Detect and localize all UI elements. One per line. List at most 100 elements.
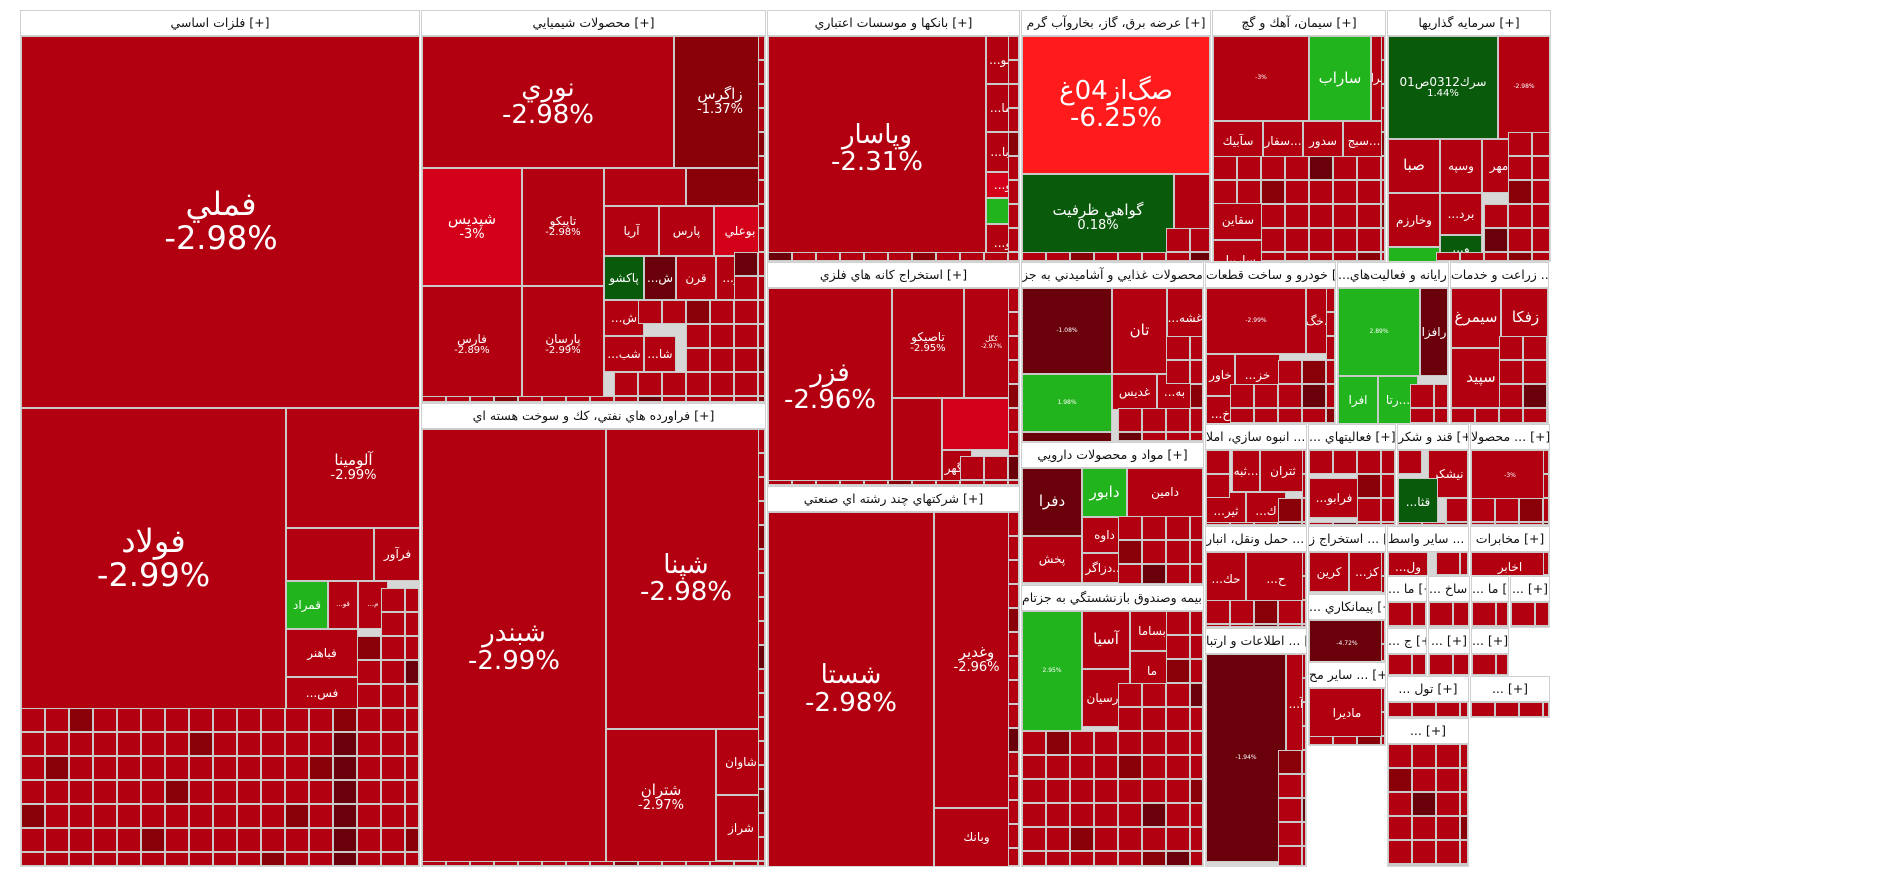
minor-stock-tile[interactable]	[1460, 252, 1484, 261]
minor-stock-tile[interactable]	[1302, 576, 1306, 600]
minor-stock-tile[interactable]	[1523, 408, 1547, 423]
minor-stock-tile[interactable]	[1309, 156, 1333, 180]
minor-stock-tile[interactable]	[1142, 827, 1166, 851]
minor-stock-tile[interactable]	[1495, 522, 1519, 525]
minor-stock-tile[interactable]	[333, 828, 357, 852]
minor-stock-tile[interactable]	[816, 480, 840, 485]
minor-stock-tile[interactable]	[1508, 228, 1532, 252]
minor-stock-tile[interactable]	[285, 852, 309, 866]
minor-stock-tile[interactable]	[165, 828, 189, 852]
stock-tile[interactable]: شپنا -2.98%	[606, 429, 765, 729]
minor-stock-tile[interactable]	[1008, 228, 1019, 252]
stock-tile[interactable]: شراز	[716, 795, 765, 861]
stock-tile[interactable]: صگ‌از04غ -6.25%	[1022, 36, 1210, 174]
minor-stock-tile[interactable]	[1381, 736, 1385, 745]
minor-stock-tile[interactable]	[1278, 384, 1302, 408]
minor-stock-tile[interactable]	[381, 756, 405, 780]
minor-stock-tile[interactable]	[1436, 816, 1460, 840]
minor-stock-tile[interactable]	[1381, 108, 1385, 132]
minor-stock-tile[interactable]	[1022, 851, 1046, 866]
minor-stock-tile[interactable]	[758, 396, 765, 402]
minor-stock-tile[interactable]	[1046, 731, 1070, 755]
minor-stock-tile[interactable]	[758, 525, 765, 549]
minor-stock-tile[interactable]	[1190, 755, 1203, 779]
minor-stock-tile[interactable]	[1166, 803, 1190, 827]
minor-stock-tile[interactable]	[662, 861, 686, 866]
stock-tile[interactable]: صبا	[1388, 139, 1440, 193]
minor-stock-tile[interactable]	[1213, 156, 1237, 180]
minor-stock-tile[interactable]	[213, 708, 237, 732]
minor-stock-tile[interactable]	[758, 156, 765, 180]
minor-stock-tile[interactable]	[1302, 774, 1306, 798]
minor-stock-tile[interactable]	[1166, 432, 1190, 441]
stock-tile[interactable]: آسيا	[1082, 611, 1130, 669]
minor-stock-tile[interactable]	[1388, 840, 1412, 864]
minor-stock-tile[interactable]	[638, 861, 662, 866]
stock-tile[interactable]: -4.72%	[1309, 620, 1385, 661]
minor-stock-tile[interactable]	[1333, 736, 1357, 745]
minor-stock-tile[interactable]	[1532, 156, 1550, 180]
minor-stock-tile[interactable]	[1008, 132, 1019, 156]
minor-stock-tile[interactable]	[1022, 803, 1046, 827]
minor-stock-tile[interactable]	[1190, 228, 1210, 252]
minor-stock-tile[interactable]	[1508, 156, 1532, 180]
minor-stock-tile[interactable]	[1302, 474, 1306, 498]
minor-stock-tile[interactable]	[141, 756, 165, 780]
minor-stock-tile[interactable]	[1118, 851, 1142, 866]
minor-stock-tile[interactable]	[1532, 180, 1550, 204]
minor-stock-tile[interactable]	[117, 732, 141, 756]
minor-stock-tile[interactable]	[1142, 851, 1166, 866]
stock-tile[interactable]: سرك0312ص01 1.44%	[1388, 36, 1498, 139]
minor-stock-tile[interactable]	[1381, 36, 1385, 60]
stock-tile[interactable]: وبانك	[934, 808, 1019, 866]
minor-stock-tile[interactable]	[309, 780, 333, 804]
minor-stock-tile[interactable]	[1543, 498, 1549, 522]
minor-stock-tile[interactable]	[1302, 624, 1306, 627]
minor-stock-tile[interactable]	[1008, 776, 1019, 800]
minor-stock-tile[interactable]	[405, 756, 419, 780]
minor-stock-tile[interactable]	[405, 684, 419, 708]
minor-stock-tile[interactable]	[1410, 408, 1434, 423]
minor-stock-tile[interactable]	[1381, 156, 1385, 180]
minor-stock-tile[interactable]	[1278, 846, 1302, 866]
minor-stock-tile[interactable]	[1190, 516, 1203, 540]
minor-stock-tile[interactable]	[1070, 803, 1094, 827]
stock-tile[interactable]: ...ش	[644, 256, 676, 300]
minor-stock-tile[interactable]	[189, 756, 213, 780]
stock-tile[interactable]: تاپيكو -2.98%	[522, 168, 604, 286]
minor-stock-tile[interactable]	[21, 828, 45, 852]
minor-stock-tile[interactable]	[357, 684, 381, 708]
sector-header[interactable]: ... تول [+]	[1387, 676, 1469, 702]
minor-stock-tile[interactable]	[1412, 602, 1426, 626]
stock-tile[interactable]: زاگرس -1.37%	[674, 36, 765, 168]
minor-stock-tile[interactable]	[1460, 744, 1468, 768]
minor-stock-tile[interactable]	[1008, 336, 1019, 360]
minor-stock-tile[interactable]	[1388, 626, 1412, 627]
stock-tile[interactable]: پارسان -2.99%	[522, 286, 604, 402]
stock-tile[interactable]: وپاسار -2.31%	[768, 36, 986, 261]
minor-stock-tile[interactable]	[1008, 800, 1019, 824]
stock-tile[interactable]: سآبيك	[1213, 121, 1263, 161]
minor-stock-tile[interactable]	[758, 204, 765, 228]
minor-stock-tile[interactable]	[21, 708, 45, 732]
minor-stock-tile[interactable]	[816, 252, 840, 261]
minor-stock-tile[interactable]	[1472, 602, 1496, 626]
minor-stock-tile[interactable]	[213, 852, 237, 866]
minor-stock-tile[interactable]	[1388, 744, 1412, 768]
minor-stock-tile[interactable]	[662, 300, 686, 324]
minor-stock-tile[interactable]	[1008, 608, 1019, 632]
minor-stock-tile[interactable]	[1429, 602, 1453, 626]
minor-stock-tile[interactable]	[1237, 156, 1261, 180]
minor-stock-tile[interactable]	[1381, 522, 1395, 525]
minor-stock-tile[interactable]	[1166, 683, 1190, 707]
sector-header[interactable]: ... ج [+]	[1387, 628, 1427, 654]
minor-stock-tile[interactable]	[261, 756, 285, 780]
minor-stock-tile[interactable]	[117, 780, 141, 804]
minor-stock-tile[interactable]	[357, 732, 381, 756]
stock-tile[interactable]: فزر -2.96%	[768, 288, 892, 485]
minor-stock-tile[interactable]	[686, 300, 710, 324]
minor-stock-tile[interactable]	[1190, 611, 1203, 635]
minor-stock-tile[interactable]	[1388, 816, 1412, 840]
minor-stock-tile[interactable]	[1302, 798, 1306, 822]
stock-tile[interactable]: پخش	[1022, 536, 1082, 583]
